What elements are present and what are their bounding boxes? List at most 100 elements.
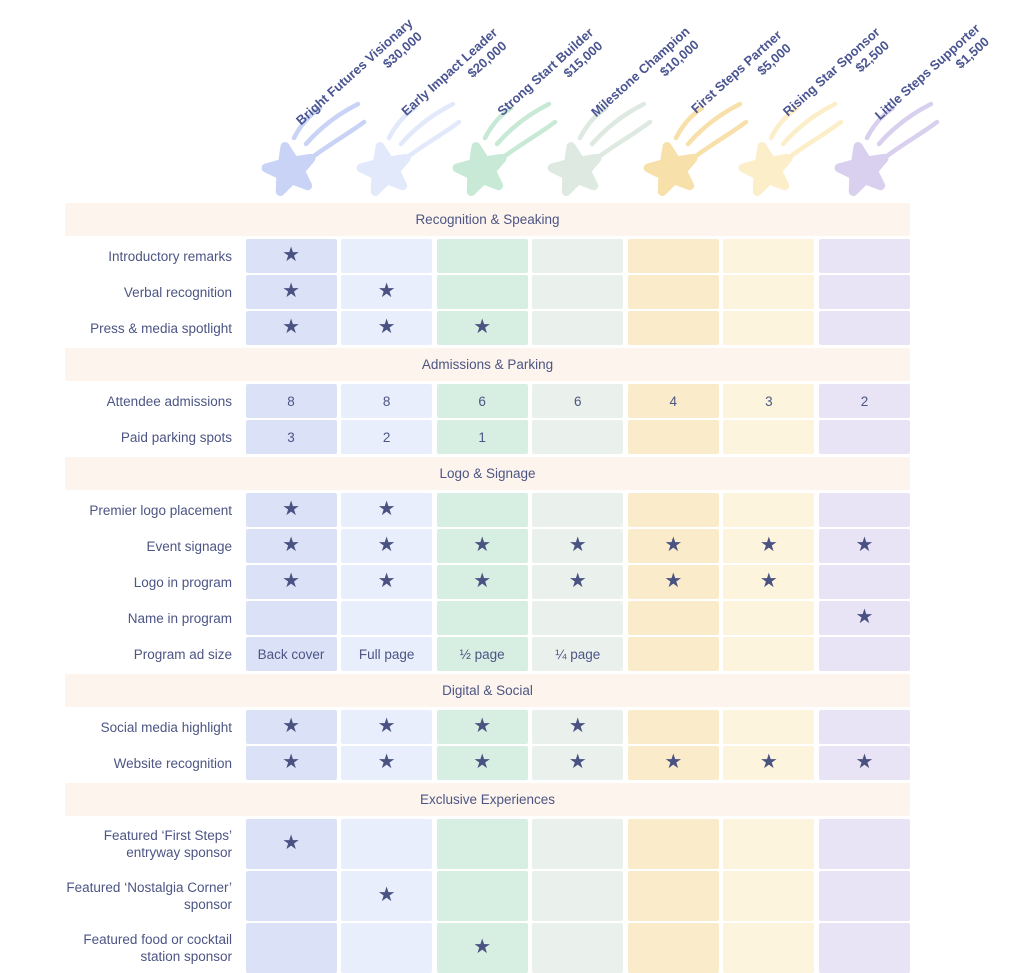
star-icon: ★ <box>377 498 396 520</box>
cell-value: 3 <box>765 393 773 409</box>
benefit-cell <box>532 275 624 309</box>
benefit-row: Logo in program ★ ★ ★ ★ ★ ★ <box>65 565 910 599</box>
star-icon: ★ <box>282 832 300 854</box>
star-icon: ★ <box>282 534 300 556</box>
benefit-cell: ★ <box>436 746 528 780</box>
row-label: Featured ‘First Steps’ entryway sponsor <box>103 828 232 860</box>
star-icon: ★ <box>282 316 300 338</box>
star-icon: ★ <box>473 751 492 773</box>
section-header-band: Digital & Social <box>65 674 910 707</box>
cell-value: 6 <box>573 393 582 409</box>
benefit-cell <box>245 923 337 973</box>
benefit-cell <box>818 710 910 744</box>
shooting-star-icon <box>261 101 366 196</box>
benefit-cell <box>245 871 337 921</box>
benefit-cell <box>723 311 815 345</box>
benefit-cell <box>627 239 719 273</box>
benefit-cell: ★ <box>436 710 528 744</box>
row-label: Attendee admissions <box>106 393 232 409</box>
star-icon: ★ <box>377 884 396 906</box>
benefit-cell: ★ <box>723 529 815 563</box>
row-label: Press & media spotlight <box>90 320 232 336</box>
benefit-cell: ★ <box>436 529 528 563</box>
benefit-row: Name in program ★ <box>65 601 910 635</box>
benefit-row: Featured ‘First Steps’ entryway sponsor … <box>65 819 910 869</box>
benefit-cell: ★ <box>723 746 815 780</box>
benefit-cell: ★ <box>818 601 910 635</box>
benefit-cell: 4 <box>627 384 719 418</box>
benefit-cell: ★ <box>532 565 624 599</box>
benefit-cell <box>818 275 910 309</box>
row-label: Website recognition <box>113 755 232 771</box>
benefit-cell <box>627 420 719 454</box>
benefit-cell: ★ <box>532 746 624 780</box>
benefits-table: Recognition & Speaking Introductory rema… <box>65 200 910 973</box>
benefit-cell <box>532 239 624 273</box>
star-icon: ★ <box>377 280 396 302</box>
benefit-cell <box>436 601 528 635</box>
benefit-cell <box>436 239 528 273</box>
row-label: Program ad size <box>133 646 232 662</box>
benefit-row: Featured ‘Nostalgia Corner’ sponsor ★ <box>65 871 910 921</box>
benefit-cell: ★ <box>245 529 337 563</box>
benefit-cell <box>627 601 719 635</box>
star-icon: ★ <box>473 570 492 592</box>
benefit-cell <box>723 275 815 309</box>
star-icon: ★ <box>759 534 778 556</box>
star-icon: ★ <box>282 498 300 520</box>
benefit-cell: ★ <box>436 565 528 599</box>
star-icon: ★ <box>282 244 300 266</box>
cell-value: ½ page <box>459 646 505 662</box>
star-icon: ★ <box>568 715 587 737</box>
benefit-cell: ★ <box>245 311 337 345</box>
section-title: Digital & Social <box>442 683 533 698</box>
benefit-cell: ★ <box>341 871 433 921</box>
benefit-row: Premier logo placement ★ ★ <box>65 493 910 527</box>
shooting-star-icon <box>738 101 843 196</box>
star-icon: ★ <box>855 534 874 556</box>
benefit-cell: 6 <box>532 384 624 418</box>
benefit-cell <box>818 420 910 454</box>
shooting-star-icon <box>834 101 939 196</box>
benefit-cell <box>532 601 624 635</box>
star-icon: ★ <box>377 316 396 338</box>
cell-value: 8 <box>287 393 295 409</box>
benefit-cell <box>341 923 433 973</box>
star-icon: ★ <box>282 280 300 302</box>
star-icon: ★ <box>473 715 492 737</box>
benefit-cell: ★ <box>341 746 433 780</box>
benefit-cell: ★ <box>245 493 337 527</box>
benefit-cell <box>723 923 815 973</box>
benefit-cell <box>341 601 433 635</box>
cell-value: 8 <box>382 393 391 409</box>
section-header-band: Recognition & Speaking <box>65 203 910 236</box>
star-icon: ★ <box>282 570 300 592</box>
benefit-cell: ★ <box>627 746 719 780</box>
benefit-cell <box>436 819 528 869</box>
cell-value: 2 <box>382 429 391 445</box>
benefit-cell <box>532 819 624 869</box>
row-label: Paid parking spots <box>120 429 232 445</box>
cell-value: ¼ page <box>555 646 601 662</box>
row-label: Featured food or cocktail station sponso… <box>83 932 232 964</box>
row-label: Premier logo placement <box>89 502 232 518</box>
benefit-cell: ★ <box>627 565 719 599</box>
star-icon: ★ <box>759 751 778 773</box>
section-title: Admissions & Parking <box>421 357 554 372</box>
star-icon: ★ <box>568 570 587 592</box>
benefit-cell <box>627 923 719 973</box>
benefit-row: Introductory remarks ★ <box>65 239 910 273</box>
benefit-row: Event signage ★ ★ ★ ★ ★ ★ ★ <box>65 529 910 563</box>
benefit-cell <box>723 637 815 671</box>
star-icon: ★ <box>568 534 587 556</box>
benefit-cell: 2 <box>341 420 433 454</box>
benefit-cell: ★ <box>341 493 433 527</box>
row-label: Featured ‘Nostalgia Corner’ sponsor <box>66 880 232 912</box>
benefit-cell <box>818 493 910 527</box>
benefit-cell: ½ page <box>436 637 528 671</box>
benefit-cell <box>723 819 815 869</box>
benefit-cell <box>627 710 719 744</box>
benefit-cell <box>532 420 624 454</box>
benefit-cell: ★ <box>436 923 528 973</box>
